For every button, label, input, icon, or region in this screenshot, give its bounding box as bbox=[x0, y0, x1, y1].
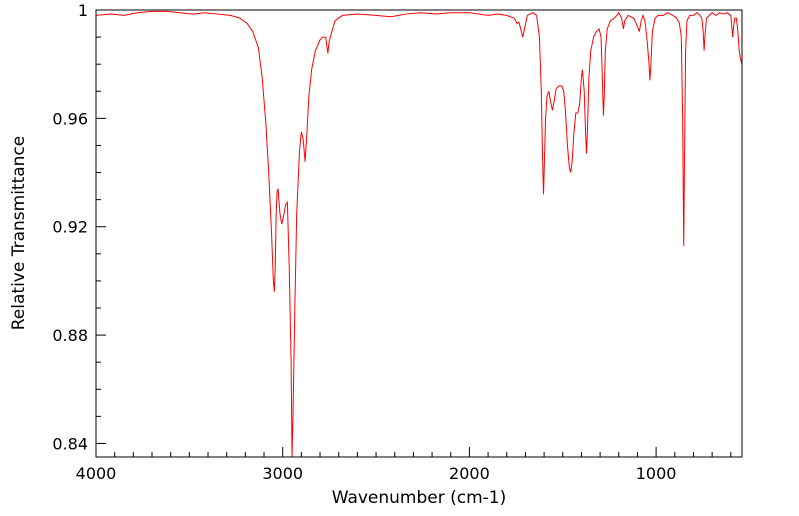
axis-ticks bbox=[95, 9, 732, 457]
y-tick-label: 0.92 bbox=[52, 218, 88, 237]
plot-area bbox=[96, 10, 742, 457]
axis-tick-labels: 4000 3000 2000 1000 0.84 0.88 0.92 0.96 1 bbox=[52, 1, 676, 483]
y-tick-label: 0.96 bbox=[52, 109, 88, 128]
y-axis-label: Relative Transmittance bbox=[9, 136, 29, 331]
spectrum-series-line bbox=[95, 10, 743, 458]
y-tick-label: 0.88 bbox=[52, 326, 88, 345]
x-tick-label: 4000 bbox=[76, 464, 117, 483]
plot-frame bbox=[95, 9, 743, 458]
y-tick-label: 0.84 bbox=[52, 434, 88, 453]
x-tick-label: 2000 bbox=[449, 464, 490, 483]
x-axis-label: Wavenumber (cm-1) bbox=[332, 488, 507, 508]
x-tick-label: 1000 bbox=[636, 464, 677, 483]
y-tick-label: 1 bbox=[78, 1, 88, 20]
x-tick-label: 3000 bbox=[262, 464, 303, 483]
